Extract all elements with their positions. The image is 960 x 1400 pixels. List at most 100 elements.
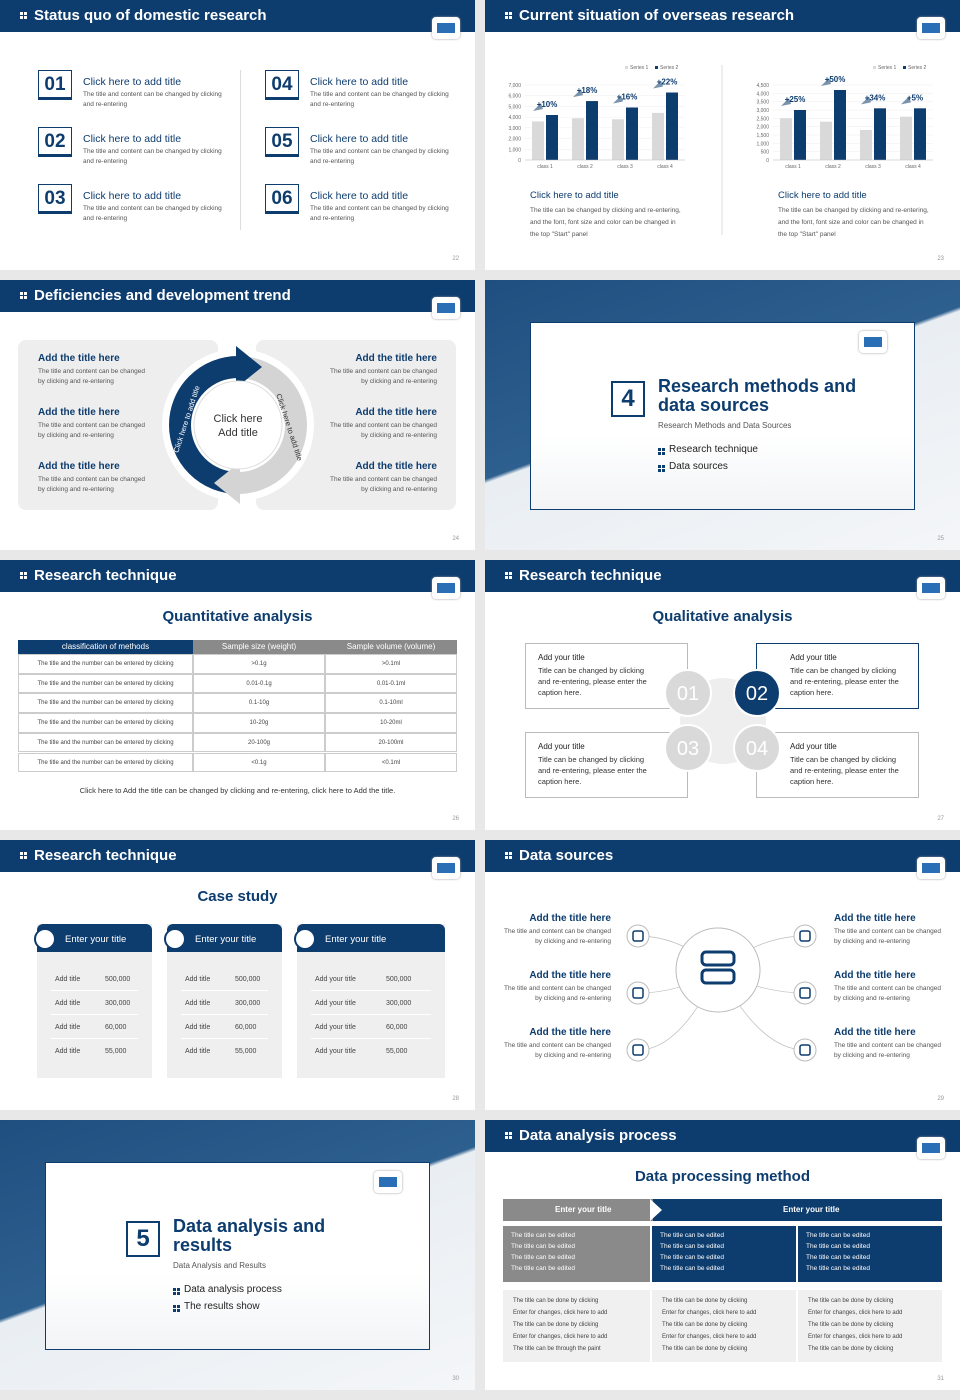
item-text: The title and content can be changed by … <box>83 205 222 222</box>
title-icon <box>662 448 665 451</box>
icon-circle <box>793 924 817 948</box>
top-line: The title can be edited <box>511 1254 575 1261</box>
table-cell: The title and the number can be entered … <box>18 693 193 714</box>
y-tick-label: 2,500 <box>756 116 769 122</box>
logo <box>432 857 460 879</box>
card-header <box>37 924 152 952</box>
logo-mark <box>437 583 455 593</box>
item-text: Title can be changed by clicking and re-… <box>790 666 899 697</box>
center <box>193 380 283 470</box>
header-bar <box>0 280 475 312</box>
title-icon <box>509 576 512 579</box>
item-title: Add your title <box>790 742 837 751</box>
header-cell <box>653 1199 942 1221</box>
item-text: The title and content can be changed by … <box>38 422 145 439</box>
row-rule <box>311 1014 431 1015</box>
arrowhead <box>214 462 240 504</box>
title-icon <box>658 465 661 468</box>
growth-label: +50% <box>825 75 846 84</box>
item-text: The title and content can be changed by … <box>38 476 145 493</box>
page-number: 22 <box>452 256 459 262</box>
y-tick-label: 0 <box>518 158 521 164</box>
header-bar <box>0 840 475 872</box>
item-title: Click here to add title <box>310 190 409 202</box>
growth-arrow <box>613 95 623 104</box>
bottom-box <box>798 1290 942 1362</box>
graphic <box>626 924 817 1062</box>
title-icon <box>24 576 27 579</box>
row-rule <box>181 1038 268 1039</box>
growth-arrow <box>781 98 791 106</box>
chevron <box>650 1199 662 1221</box>
table-cell: <0.1g <box>193 752 325 773</box>
title-icon <box>24 572 27 575</box>
y-tick-label: 1,000 <box>756 141 769 147</box>
title-icon <box>505 1136 508 1139</box>
item-title: Add the title here <box>834 1027 916 1038</box>
slide: Research technique 26 Quantitative analysi… <box>0 560 475 830</box>
bar <box>612 119 624 160</box>
icon-circle <box>626 1038 650 1062</box>
table-header: Sample size (weight) <box>193 640 325 654</box>
caption-text: The title can be changed by clicking and… <box>778 207 929 238</box>
table-cell: 10-20g <box>193 713 325 733</box>
logo-mark <box>437 303 455 313</box>
title-icon <box>505 856 508 859</box>
text-box <box>525 643 688 709</box>
slide: Research technique 27 Qualitative analysis… <box>485 560 960 830</box>
caption-text: The title can be changed by clicking and… <box>530 207 681 238</box>
item-title: Add your title <box>538 653 585 662</box>
page-number: 29 <box>937 1096 944 1102</box>
bullet: Data analysis process <box>184 1284 282 1295</box>
item-text: The title and content can be changed by … <box>83 91 222 108</box>
header-bar <box>485 0 960 32</box>
row-label: Add your title <box>315 976 356 983</box>
y-tick-label: 3,000 <box>756 108 769 114</box>
title-icon <box>509 12 512 15</box>
row-rule <box>311 990 431 991</box>
caption-title: Click here to add title <box>530 190 619 201</box>
top-line: The title can be edited <box>660 1243 724 1250</box>
slide: Status quo of domestic research 22 01 Click… <box>0 0 475 270</box>
bottom-line: The title can be done by clicking <box>513 1298 599 1304</box>
row-value: 60,000 <box>386 1024 408 1031</box>
item-title: Add the title here <box>38 407 120 418</box>
bar <box>586 101 598 160</box>
header-cell <box>503 1199 653 1221</box>
item-text: The title and content can be changed by … <box>834 928 941 945</box>
icon <box>799 930 811 942</box>
number-circle: 02 <box>733 669 781 717</box>
card-header <box>297 924 445 952</box>
y-tick-label: 4,500 <box>756 83 769 89</box>
legend-swatch <box>903 66 906 69</box>
table-cell: 20-100g <box>193 732 325 753</box>
table-cell: 10-20ml <box>325 713 457 733</box>
bottom-box <box>503 1290 650 1362</box>
row-value: 500,000 <box>105 976 131 983</box>
bottom-box <box>652 1290 796 1362</box>
logo-mark <box>922 583 940 593</box>
title-icon <box>658 469 661 472</box>
title-icon <box>505 16 508 19</box>
center-text: Click here Add title <box>213 413 263 439</box>
row-label: Add your title <box>315 1024 356 1031</box>
text-box <box>756 643 919 709</box>
title-icon <box>24 16 27 19</box>
logo-mark <box>437 863 455 873</box>
logo <box>917 1137 945 1159</box>
page-number: 27 <box>937 816 944 822</box>
title-icon <box>509 16 512 19</box>
title-icon <box>20 576 23 579</box>
number-badge: 06 <box>265 184 299 214</box>
bullet: The results show <box>184 1301 260 1312</box>
table-cell: The title and the number can be entered … <box>18 752 193 773</box>
table-cell: The title and the number can be entered … <box>18 713 193 733</box>
title-icon <box>24 856 27 859</box>
bar <box>820 121 832 160</box>
top-box <box>798 1226 942 1282</box>
top-box <box>652 1226 796 1282</box>
section-subtitle: Research Methods and Data Sources <box>658 421 792 430</box>
item-text: The title and content can be changed by … <box>504 1042 611 1059</box>
icon <box>632 987 644 999</box>
table-cell: The title and the number can be entered … <box>18 732 193 753</box>
